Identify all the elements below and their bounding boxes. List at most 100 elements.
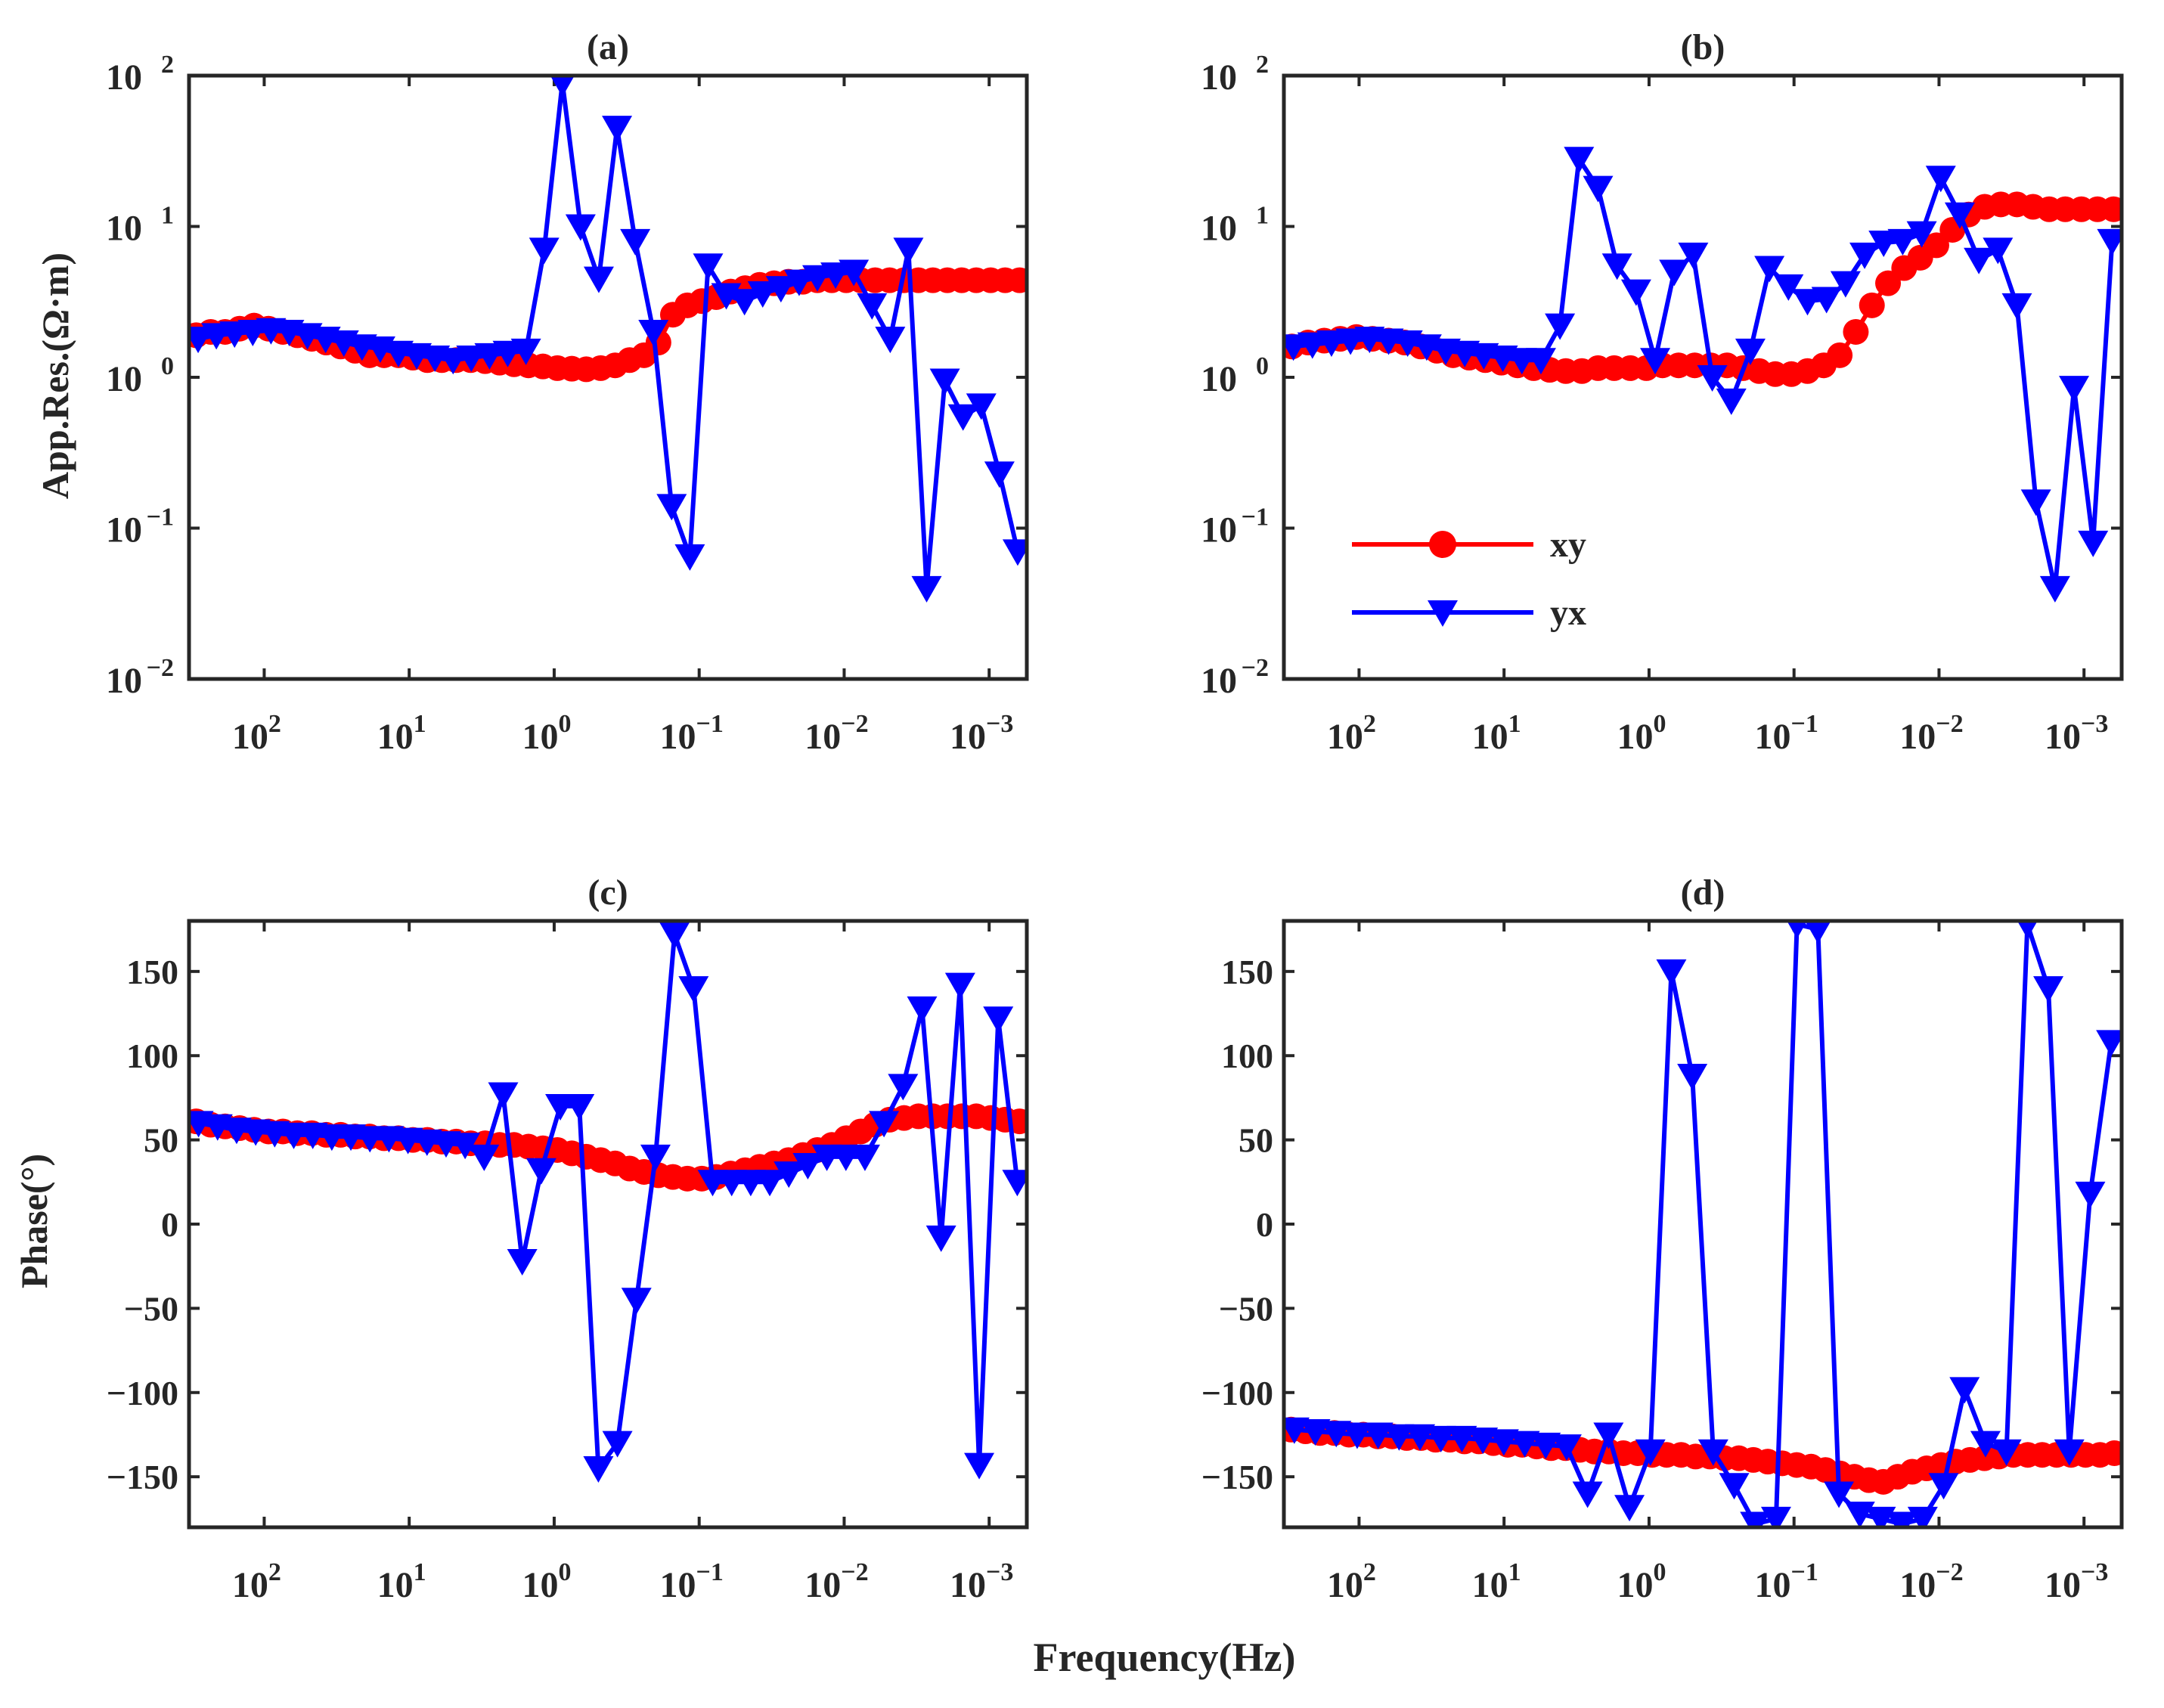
axes-frame-a	[187, 73, 1029, 681]
point-xy	[1006, 267, 1027, 293]
point-yx	[1678, 242, 1709, 269]
point-yx	[1792, 289, 1823, 316]
point-yx	[438, 348, 469, 375]
point-yx	[839, 259, 870, 287]
point-yx	[1446, 1425, 1477, 1452]
point-yx	[944, 972, 975, 1000]
y-tick-label: −150	[1201, 1458, 1273, 1496]
point-yx	[2001, 293, 2032, 320]
point-yx	[1754, 256, 1785, 283]
point-yx	[1321, 1421, 1352, 1448]
panel-title-b: (b)	[1681, 27, 1725, 67]
point-yx	[747, 281, 778, 308]
series-line-yx	[198, 931, 1020, 1471]
point-yx	[2075, 1181, 2106, 1208]
y-tick-label: 10 2	[1201, 51, 1269, 98]
axes-frame-c	[187, 919, 1029, 1530]
point-yx	[507, 1249, 538, 1276]
x-tick-label: 101	[1472, 1558, 1521, 1605]
point-yx	[1740, 1511, 1771, 1527]
point-yx	[492, 340, 523, 367]
x-tick-label: 10−2	[1899, 710, 1963, 757]
panel-d: (d) 102 101 100 10−1 10−2 10−3 150 100 50 0 −50 −100…	[1201, 873, 2124, 1605]
x-tick-label: 10−3	[950, 710, 1013, 757]
point-yx	[716, 1170, 747, 1197]
point-yx	[964, 1452, 995, 1480]
point-yx	[474, 343, 505, 370]
point-yx	[1509, 1431, 1540, 1458]
x-tick-label: 102	[232, 710, 281, 757]
point-yx	[1468, 1427, 1499, 1455]
point-yx	[1887, 1511, 1918, 1527]
point-yx	[1787, 921, 1808, 939]
point-yx	[316, 1124, 347, 1152]
point-yx	[983, 1006, 1014, 1034]
point-yx	[811, 1144, 842, 1171]
y-tick-label: 10 −1	[106, 504, 174, 550]
point-yx	[1849, 242, 1880, 269]
point-xy	[2101, 1440, 2122, 1466]
series-line-yx	[1294, 922, 2114, 1527]
x-tick-label: 10−1	[1755, 710, 1818, 757]
point-yx	[1773, 274, 1804, 301]
point-yx	[469, 1144, 500, 1171]
x-tick-label: 100	[522, 1558, 571, 1605]
point-yx	[1983, 237, 2014, 265]
point-yx	[565, 214, 596, 241]
point-yx	[907, 996, 938, 1023]
y-tick-label: −50	[1219, 1289, 1273, 1328]
point-yx	[1335, 328, 1366, 355]
point-yx	[792, 1153, 823, 1180]
point-yx	[1545, 313, 1576, 340]
point-yx	[2054, 1439, 2085, 1466]
y-tick-label: 10 −1	[1201, 504, 1269, 550]
panel-title-a: (a)	[587, 27, 629, 67]
point-yx	[1384, 1424, 1415, 1451]
panel-title-d: (d)	[1681, 873, 1725, 913]
y-tick-label: −100	[107, 1374, 178, 1412]
point-yx	[1868, 231, 1899, 258]
x-tick-label: 100	[1617, 710, 1666, 757]
legend-marker-xy	[1429, 531, 1456, 558]
y-tick-label: −50	[124, 1289, 178, 1328]
point-yx	[1830, 271, 1861, 298]
point-yx	[888, 1074, 919, 1101]
point-yx	[857, 293, 888, 320]
point-yx	[621, 1288, 652, 1315]
x-tick-label: 101	[377, 710, 426, 757]
point-yx	[1925, 166, 1956, 193]
y-tick-label: 0	[161, 1205, 178, 1244]
point-yx	[1297, 332, 1328, 359]
y-tick-label: 10 2	[106, 51, 174, 98]
point-yx	[219, 321, 250, 349]
panel-c: (c) 102 101 100 10−1 10−2 10−3 150 100 50 0 −50 −100…	[107, 873, 1029, 1605]
point-yx	[201, 323, 232, 350]
point-yx	[947, 404, 978, 431]
point-yx	[1824, 1481, 1855, 1508]
point-yx	[875, 327, 906, 354]
point-yx	[1002, 1170, 1027, 1197]
x-axis-label-frequency: Frequency(Hz)	[1034, 1635, 1296, 1680]
point-yx	[674, 544, 705, 571]
point-yx	[2020, 489, 2051, 516]
x-tick-label: 10−3	[2045, 1558, 2108, 1605]
point-yx	[1601, 253, 1632, 281]
point-yx	[278, 1122, 309, 1149]
plot-area-c	[189, 922, 1027, 1483]
point-yx	[564, 1094, 595, 1121]
point-yx	[1811, 287, 1842, 314]
point-yx	[656, 494, 687, 521]
point-yx	[1964, 247, 1995, 274]
point-yx	[1614, 1495, 1645, 1522]
point-yx	[237, 319, 268, 346]
point-yx	[1530, 1432, 1561, 1459]
point-yx	[1805, 921, 1831, 944]
point-yx	[2017, 921, 2038, 939]
point-yx	[802, 265, 832, 292]
point-xy	[1875, 270, 1902, 296]
legend-label-xy: xy	[1550, 525, 1586, 565]
point-yx	[1949, 1377, 1980, 1404]
point-xy	[1923, 232, 1949, 259]
y-tick-label: 0	[1256, 1205, 1273, 1244]
